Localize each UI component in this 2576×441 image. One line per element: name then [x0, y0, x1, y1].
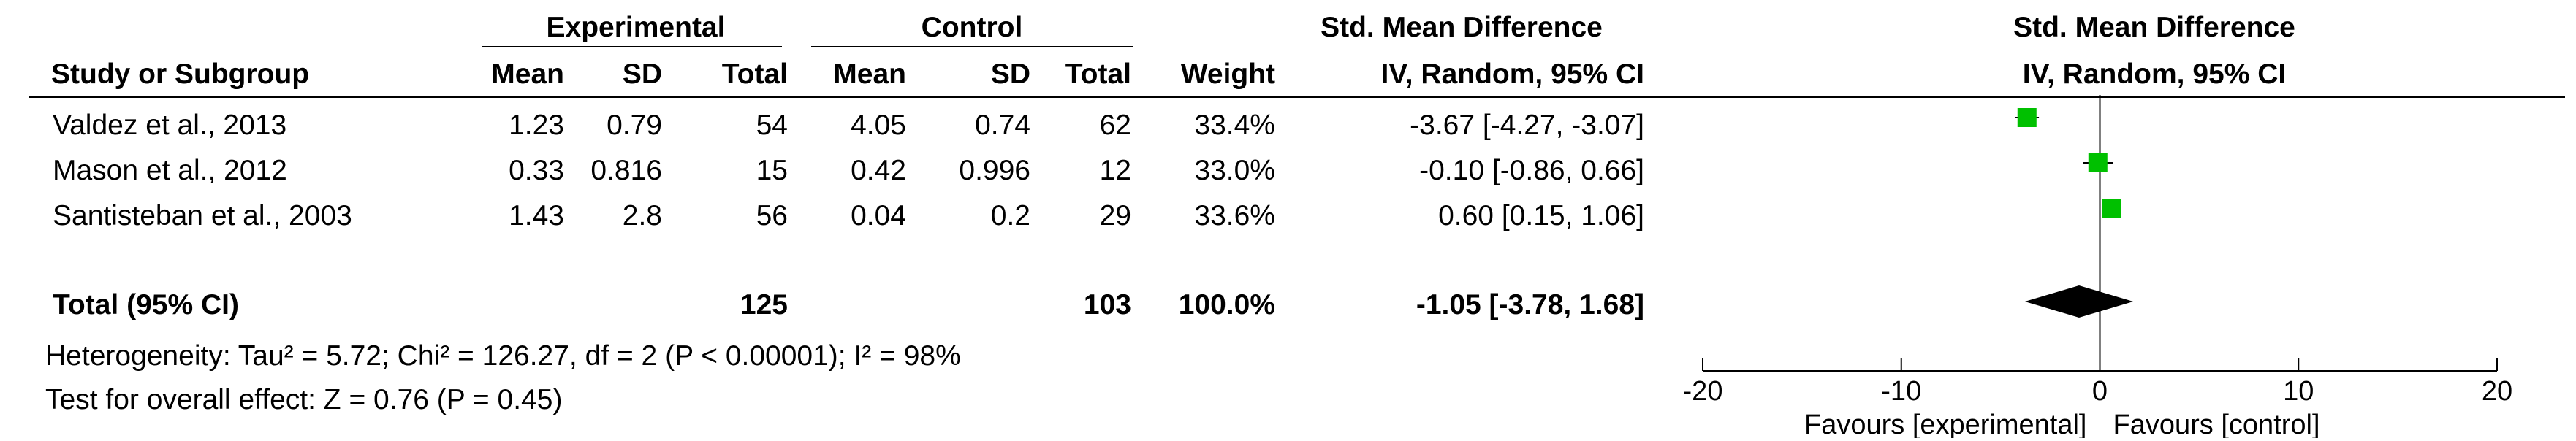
x-tick-label: 0	[2092, 376, 2108, 407]
exp-total: 54	[756, 110, 788, 141]
exp-total-sum: 125	[740, 289, 788, 321]
ctl-sd: 0.74	[975, 110, 1030, 141]
total-weight: 100.0%	[1178, 289, 1275, 321]
ci-text: -3.67 [-4.27, -3.07]	[1410, 110, 1644, 141]
favours-experimental-label: Favours [experimental]	[1804, 410, 2087, 438]
ctl-mean: 0.42	[851, 155, 906, 186]
x-tick-label: 10	[2283, 376, 2314, 407]
control-group-header: Control	[921, 12, 1023, 43]
ctl-total-header: Total	[1065, 58, 1131, 90]
study-name: Valdez et al., 2013	[53, 110, 287, 141]
exp-mean: 0.33	[509, 155, 564, 186]
weight: 33.4%	[1194, 110, 1275, 141]
study-name: Santisteban et al., 2003	[53, 200, 352, 231]
ctl-mean-header: Mean	[833, 58, 906, 90]
weight: 33.6%	[1194, 200, 1275, 231]
forest-plot: -20 -10 0 10 20 Favours [experimental] Favours…	[1683, 95, 2512, 438]
ctl-sd: 0.2	[990, 200, 1030, 231]
ctl-total: 62	[1099, 110, 1131, 141]
heterogeneity-note: Heterogeneity: Tau² = 5.72; Chi² = 126.2…	[45, 340, 961, 372]
study-point-marker	[2088, 153, 2108, 172]
exp-mean: 1.23	[509, 110, 564, 141]
ctl-total: 29	[1099, 200, 1131, 231]
exp-total: 15	[756, 155, 788, 186]
exp-sd: 0.816	[590, 155, 662, 186]
exp-sd: 2.8	[622, 200, 662, 231]
pooled-diamond	[2024, 285, 2134, 318]
plot-smd-header: Std. Mean Difference	[2013, 12, 2295, 43]
header-rule	[29, 96, 2565, 98]
plot-method-header: IV, Random, 95% CI	[2022, 58, 2287, 90]
smd-group-header: Std. Mean Difference	[1321, 12, 1603, 43]
study-column-header: Study or Subgroup	[51, 58, 310, 90]
total-ci-text: -1.05 [-3.78, 1.68]	[1416, 289, 1644, 321]
ci-text: -0.10 [-0.86, 0.66]	[1419, 155, 1644, 186]
experimental-underline	[482, 46, 782, 47]
study-point-marker	[2017, 108, 2037, 127]
exp-sd: 0.79	[607, 110, 662, 141]
ctl-mean: 0.04	[851, 200, 906, 231]
ctl-total-sum: 103	[1083, 289, 1131, 321]
total-label: Total (95% CI)	[53, 289, 239, 321]
exp-total-header: Total	[721, 58, 788, 90]
exp-mean-header: Mean	[491, 58, 564, 90]
weight-header: Weight	[1180, 58, 1275, 90]
ci-text: 0.60 [0.15, 1.06]	[1438, 200, 1644, 231]
x-tick-label: 20	[2482, 376, 2512, 407]
exp-sd-header: SD	[622, 58, 662, 90]
weight: 33.0%	[1194, 155, 1275, 186]
study-point-marker	[2102, 199, 2121, 218]
x-tick-label: -20	[1683, 376, 1723, 407]
smd-method-header: IV, Random, 95% CI	[1380, 58, 1644, 90]
study-name: Mason et al., 2012	[53, 155, 287, 186]
ctl-sd: 0.996	[959, 155, 1030, 186]
ctl-total: 12	[1099, 155, 1131, 186]
ctl-sd-header: SD	[990, 58, 1030, 90]
x-tick-label: -10	[1881, 376, 1921, 407]
experimental-group-header: Experimental	[546, 12, 726, 43]
exp-mean: 1.43	[509, 200, 564, 231]
ctl-mean: 4.05	[851, 110, 906, 141]
exp-total: 56	[756, 200, 788, 231]
favours-control-label: Favours [control]	[2113, 410, 2320, 438]
control-underline	[811, 46, 1133, 47]
overall-effect-note: Test for overall effect: Z = 0.76 (P = 0…	[45, 384, 563, 415]
